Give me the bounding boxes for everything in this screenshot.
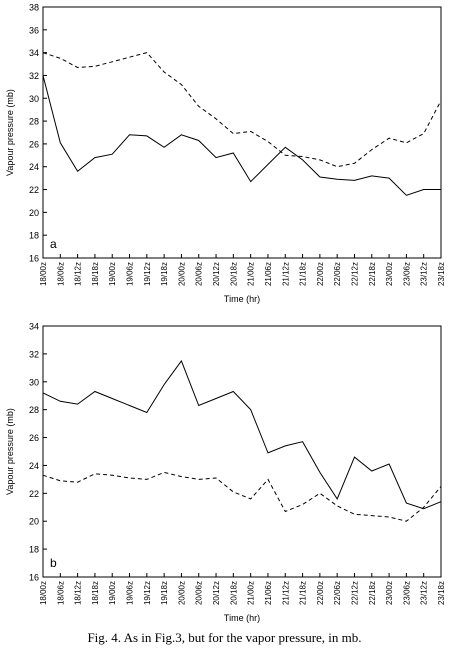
x-tick-label: 18/00z: [39, 262, 48, 286]
x-tick-label: 23/06z: [402, 581, 411, 605]
x-tick-label: 18/12z: [74, 262, 83, 286]
x-tick-label: 18/12z: [74, 581, 83, 605]
x-tick-label: 21/06z: [264, 581, 273, 605]
y-tick-label: 28: [29, 405, 39, 415]
y-tick-label: 38: [29, 3, 39, 13]
y-tick-label: 30: [29, 94, 39, 104]
series-line-solid: [42, 359, 442, 510]
y-tick-label: 26: [29, 139, 39, 149]
x-axis-label: Time (hr): [224, 294, 260, 304]
y-tick-label: 20: [29, 517, 39, 527]
x-tick-label: 20/18z: [229, 581, 238, 605]
figure-caption: Fig. 4. As in Fig.3, but for the vapor p…: [87, 630, 362, 645]
x-tick-label: 22/00z: [316, 262, 325, 286]
x-tick-label: 20/00z: [177, 262, 186, 286]
y-tick-label: 30: [29, 377, 39, 387]
y-tick-label: 24: [29, 162, 39, 172]
y-tick-label: 26: [29, 433, 39, 443]
y-tick-label: 34: [29, 48, 39, 58]
chart-panel-b: 16 18 20 22 24 26 28 30 32 34 18/00z 18/06z 18/12z 18…: [5, 322, 446, 624]
x-tick-label: 21/18z: [299, 581, 308, 605]
plot-frame: [42, 6, 442, 259]
x-tick-label: 23/18z: [437, 262, 446, 286]
panel-label: a: [50, 237, 57, 251]
series-line-dashed: [42, 52, 442, 168]
x-tick-label: 21/06z: [264, 262, 273, 286]
y-axis-label: Vapour pressure (mb): [5, 89, 15, 176]
x-tick-label: 20/06z: [195, 581, 204, 605]
x-tick-label: 20/12z: [212, 262, 221, 286]
y-tick-label: 22: [29, 185, 39, 195]
x-tick-label: 19/18z: [160, 262, 169, 286]
x-tick-label: 19/06z: [126, 262, 135, 286]
x-axis-label: Time (hr): [224, 613, 260, 623]
y-tick-label: 16: [29, 573, 39, 583]
x-tick-label: 19/00z: [108, 262, 117, 286]
x-tick-label: 18/18z: [91, 581, 100, 605]
x-tick-label: 22/12z: [350, 262, 359, 286]
panel-label: b: [50, 556, 57, 570]
x-tick-label: 18/06z: [56, 262, 65, 286]
x-tick-label: 23/18z: [437, 581, 446, 605]
series-line-solid: [42, 75, 441, 196]
x-tick-label: 20/06z: [195, 262, 204, 286]
x-tick-label: 22/06z: [333, 262, 342, 286]
y-tick-label: 32: [29, 71, 39, 81]
x-tick-label: 22/18z: [368, 581, 377, 605]
x-tick-label: 20/18z: [229, 262, 238, 286]
y-tick-label: 18: [29, 231, 39, 241]
y-tick-label: 22: [29, 489, 39, 499]
x-tick-label: 23/00z: [385, 581, 394, 605]
x-tick-label: 20/00z: [177, 581, 186, 605]
y-tick-label: 34: [29, 322, 39, 332]
x-tick-label: 21/12z: [281, 581, 290, 605]
plot-frame: [42, 325, 442, 578]
y-tick-label: 28: [29, 117, 39, 127]
x-tick-label: 22/18z: [368, 262, 377, 286]
chart-panel-a: 16 18 20 22 24 26 28 30 32 34 36 38 18/00z 18/06z 18/1…: [5, 3, 446, 305]
y-tick-label: 20: [29, 208, 39, 218]
x-tick-label: 18/18z: [91, 262, 100, 286]
x-tick-label: 21/00z: [247, 581, 256, 605]
x-tick-label: 19/06z: [126, 581, 135, 605]
x-tick-label: 19/18z: [160, 581, 169, 605]
x-tick-label: 18/06z: [56, 581, 65, 605]
y-tick-label: 36: [29, 25, 39, 35]
y-tick-label: 24: [29, 461, 39, 471]
x-tick-label: 22/12z: [350, 581, 359, 605]
x-tick-label: 19/00z: [108, 581, 117, 605]
y-tick-label: 32: [29, 349, 39, 359]
x-tick-label: 22/06z: [333, 581, 342, 605]
x-tick-label: 22/00z: [316, 581, 325, 605]
x-tick-label: 21/00z: [247, 262, 256, 286]
y-axis-label: Vapour pressure (mb): [5, 408, 15, 495]
x-tick-label: 23/12z: [420, 581, 429, 605]
x-tick-label: 19/12z: [143, 581, 152, 605]
y-tick-label: 16: [29, 254, 39, 264]
x-tick-label: 21/12z: [281, 262, 290, 286]
x-tick-label: 23/12z: [420, 262, 429, 286]
x-tick-label: 21/18z: [299, 262, 308, 286]
x-tick-label: 20/12z: [212, 581, 221, 605]
x-tick-label: 23/00z: [385, 262, 394, 286]
series-line-dashed: [42, 471, 442, 522]
y-tick-label: 18: [29, 545, 39, 555]
x-tick-label: 23/06z: [402, 262, 411, 286]
x-tick-label: 19/12z: [143, 262, 152, 286]
x-tick-label: 18/00z: [39, 581, 48, 605]
